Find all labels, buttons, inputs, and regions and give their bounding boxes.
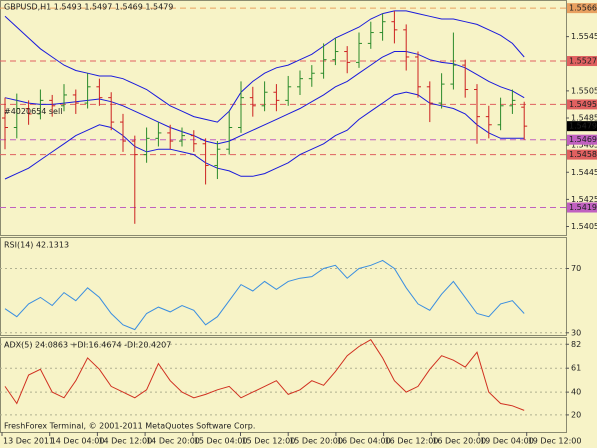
panel-title: ADX(5) 24.0863 +DI:16.4674 -DI:20.4207 [4,341,171,350]
level-box [567,3,597,14]
x-tick-label: 14 Dec 20:00 [146,437,200,446]
band-line [4,10,525,123]
x-tick-label: 13 Dec 2011 [3,437,54,446]
level-label: 1.5458 [569,150,597,159]
x-tick-label: 16 Dec 20:00 [432,437,486,446]
y-tick-label: 82 [571,340,581,349]
last-price-box [567,121,597,132]
y-tick-label: 1.5505 [571,86,597,95]
y-tick-label: 20 [571,410,581,419]
order-annotation: #4020654 sell [4,107,62,116]
panel-title: RSI(14) 42.1313 [4,241,69,250]
x-tick-label: 15 Dec 12:00 [242,437,296,446]
y-tick-label: 1.5445 [571,168,597,177]
footer-annotation: FreshForex Terminal, © 2001-2011 MetaQuo… [4,422,255,431]
y-tick-label: 1.5485 [571,114,597,123]
x-tick-label: 15 Dec 20:00 [289,437,343,446]
y-tick-label: 1.5545 [571,32,597,41]
band-line [4,91,525,180]
level-box [567,149,597,160]
y-tick-label: 40 [571,388,581,397]
x-tick-label: 14 Dec 04:00 [51,437,105,446]
price-panel [0,0,567,236]
indicator-line [4,259,525,331]
y-tick-label: 70 [571,264,581,273]
y-tick-label: 30 [571,328,581,337]
level-label: 1.5419 [569,203,597,212]
x-tick-label: 16 Dec 04:00 [337,437,391,446]
x-tick-label: 15 Dec 04:00 [194,437,248,446]
adx-panel [0,337,567,433]
level-box [567,134,597,145]
x-tick-label: 19 Dec 12:00 [528,437,582,446]
y-tick-label: 1.5425 [571,195,597,204]
x-tick-label: 19 Dec 04:00 [480,437,534,446]
level-label: 1.5469 [569,135,597,144]
y-tick-label: 1.5465 [571,141,597,150]
level-box [567,99,597,110]
x-tick-label: 16 Dec 12:00 [385,437,439,446]
band-line [4,51,525,145]
level-label: 1.5527 [569,57,597,66]
x-tick-label: 14 Dec 12:00 [98,437,152,446]
panel-title: GBPUSD,H1 1.5493 1.5497 1.5469 1.5479 [4,3,173,12]
level-box [567,202,597,213]
y-tick-label: 61 [571,364,581,373]
last-price-label: 1.5479 [569,122,597,131]
level-label: 1.5495 [569,100,597,109]
y-tick-label: 1.5405 [571,222,597,231]
indicator-line [4,339,525,411]
rsi-panel [0,237,567,336]
level-box [567,56,597,67]
level-label: 1.5566 [569,4,597,13]
